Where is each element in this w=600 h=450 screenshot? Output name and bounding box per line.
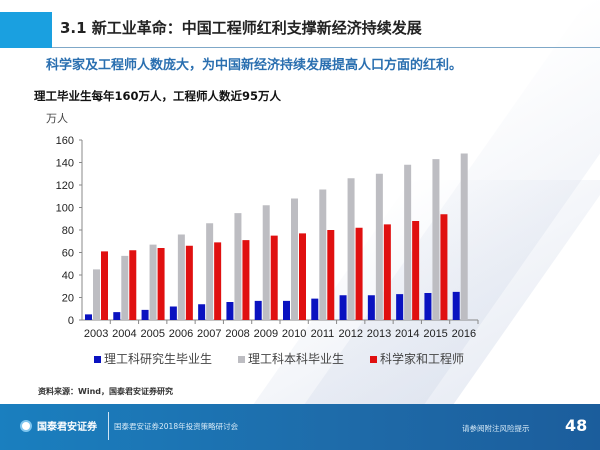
bar-engineers-2007 (214, 242, 222, 320)
y-tick-label: 60 (62, 248, 74, 260)
x-tick-label: 2014 (395, 328, 419, 340)
bar-postgrad-2016 (452, 291, 460, 320)
x-tick-label: 2006 (169, 328, 193, 340)
logo-icon (20, 419, 32, 432)
legend-label: 理工科研究生毕业生 (104, 352, 213, 366)
bar-postgrad-2008 (226, 302, 234, 320)
logo-text: 国泰君安证券 (37, 422, 97, 433)
bar-undergrad-2006 (177, 234, 185, 320)
x-tick-label: 2007 (197, 328, 221, 340)
x-tick-label: 2011 (311, 328, 335, 340)
x-tick-label: 2004 (112, 328, 136, 340)
source-note: 资料来源：Wind，国泰君安证券研究 (38, 387, 173, 396)
bar-engineers-2015 (440, 214, 448, 320)
bar-postgrad-2014 (396, 294, 404, 320)
bar-engineers-2014 (412, 221, 420, 320)
bar-postgrad-2003 (85, 314, 92, 320)
chart-title: 理工毕业生每年160万人，工程师人数近95万人 (34, 89, 282, 103)
subtitle: 科学家及工程师人数庞大，为中国新经济持续发展提高人口方面的红利。 (46, 58, 463, 73)
bar-postgrad-2010 (283, 300, 290, 320)
bar-engineers-2010 (299, 233, 306, 320)
legend-label: 理工科本科毕业生 (248, 352, 345, 366)
footer-divider (108, 412, 109, 440)
bar-engineers-2009 (270, 235, 278, 320)
x-tick-label: 2013 (367, 328, 391, 340)
bar-undergrad-2007 (206, 223, 214, 320)
bar-postgrad-2005 (141, 309, 149, 320)
y-tick-label: 100 (56, 203, 74, 215)
bar-undergrad-2009 (262, 205, 270, 320)
bar-postgrad-2009 (254, 300, 262, 320)
y-tick-label: 40 (62, 270, 74, 282)
bar-postgrad-2007 (198, 304, 206, 320)
bar-undergrad-2003 (93, 269, 100, 320)
footer-bar: 国泰君安证券 国泰君安证券2018年投资策略研讨会 请参阅附注风险提示 48 (0, 404, 600, 450)
bar-engineers-2011 (327, 230, 335, 320)
bar-engineers-2013 (383, 224, 391, 320)
legend-item-engineers: 科学家和工程师 (370, 350, 464, 367)
bar-engineers-2004 (129, 250, 137, 320)
y-axis-unit: 万人 (46, 112, 68, 125)
y-tick-label: 120 (56, 180, 74, 192)
header-accent-bar (0, 12, 52, 48)
header-divider (52, 47, 600, 48)
bar-undergrad-2004 (121, 255, 129, 320)
bar-undergrad-2005 (149, 244, 157, 320)
y-tick-label: 20 (62, 293, 74, 305)
y-tick-label: 0 (68, 315, 74, 327)
bar-engineers-2003 (101, 251, 108, 320)
x-tick-label: 2009 (254, 328, 278, 340)
x-tick-label: 2010 (282, 328, 306, 340)
chart-legend: 理工科研究生毕业生 理工科本科毕业生 科学家和工程师 (94, 350, 464, 367)
bar-undergrad-2014 (404, 164, 412, 320)
x-tick-label: 2008 (225, 328, 249, 340)
x-tick-label: 2012 (338, 328, 362, 340)
bar-undergrad-2011 (319, 189, 327, 320)
y-tick-label: 80 (62, 225, 74, 237)
company-logo: 国泰君安证券 (20, 418, 97, 433)
bar-undergrad-2010 (291, 198, 298, 320)
bar-engineers-2005 (157, 248, 165, 320)
bar-undergrad-2008 (234, 213, 242, 320)
bar-postgrad-2013 (367, 295, 375, 320)
x-tick-label: 2005 (140, 328, 164, 340)
bar-postgrad-2011 (311, 298, 319, 320)
risk-note: 请参阅附注风险提示 (462, 424, 530, 433)
page-title: 3.1 新工业革命：中国工程师红利支撑新经济持续发展 (60, 19, 422, 37)
x-tick-label: 2015 (423, 328, 447, 340)
bar-undergrad-2015 (432, 159, 440, 320)
bar-undergrad-2012 (347, 178, 355, 320)
page-number: 48 (565, 416, 588, 435)
bar-undergrad-2016 (460, 153, 468, 320)
y-tick-label: 160 (56, 135, 74, 147)
x-tick-label: 2003 (84, 328, 108, 340)
bar-engineers-2006 (185, 245, 193, 320)
conference-name: 国泰君安证券2018年投资策略研讨会 (114, 422, 239, 431)
bar-postgrad-2004 (113, 312, 121, 320)
legend-label: 科学家和工程师 (380, 352, 465, 366)
bar-postgrad-2015 (424, 293, 432, 320)
bar-postgrad-2012 (339, 295, 347, 320)
bar-engineers-2008 (242, 240, 250, 320)
bar-postgrad-2006 (169, 306, 177, 320)
bar-engineers-2012 (355, 227, 363, 320)
legend-item-undergrad: 理工科本科毕业生 (238, 350, 344, 367)
y-tick-label: 140 (56, 158, 74, 170)
x-tick-label: 2016 (452, 328, 476, 340)
legend-item-postgrad: 理工科研究生毕业生 (94, 350, 212, 367)
bar-undergrad-2013 (375, 173, 383, 320)
